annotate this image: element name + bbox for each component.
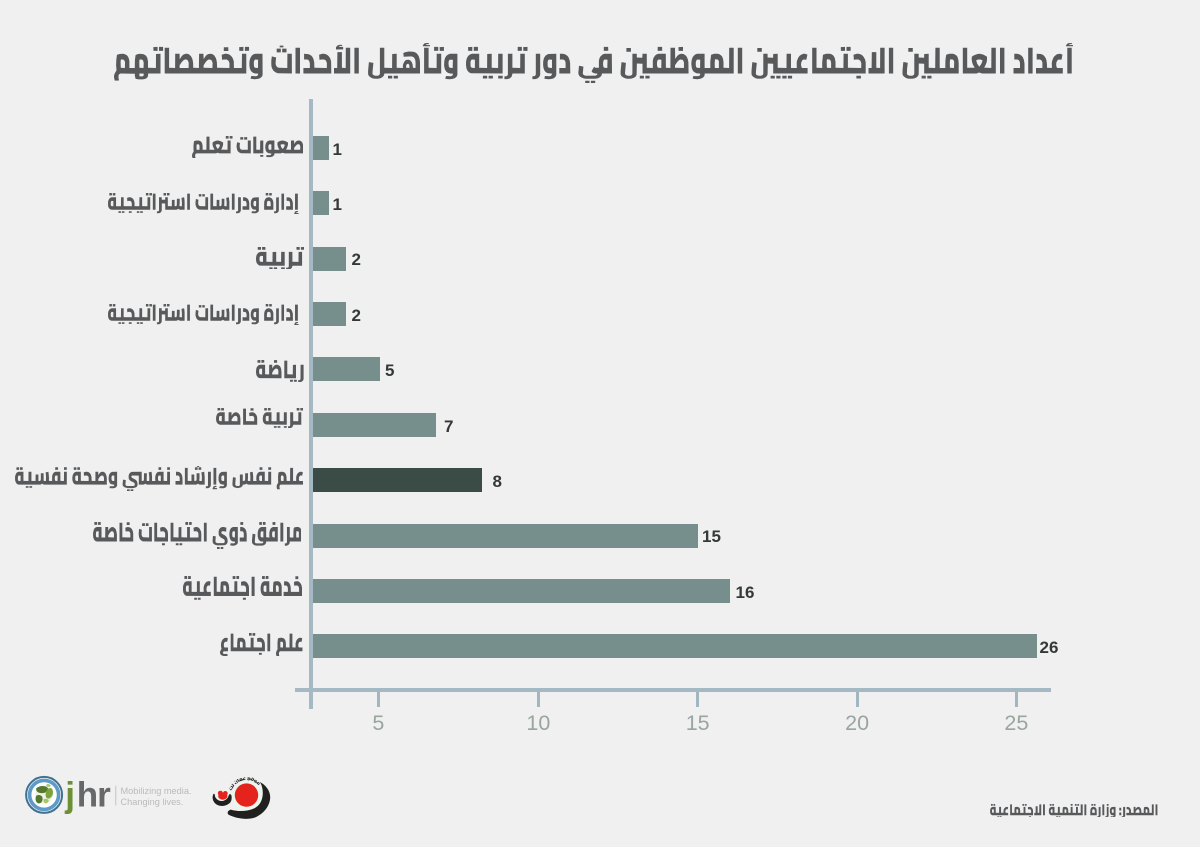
svg-text:hr: hr — [77, 775, 111, 814]
svg-text:j: j — [64, 775, 74, 814]
svg-text:Mobilizing media.: Mobilizing media. — [121, 786, 192, 796]
svg-text:Changing lives.: Changing lives. — [121, 797, 184, 807]
